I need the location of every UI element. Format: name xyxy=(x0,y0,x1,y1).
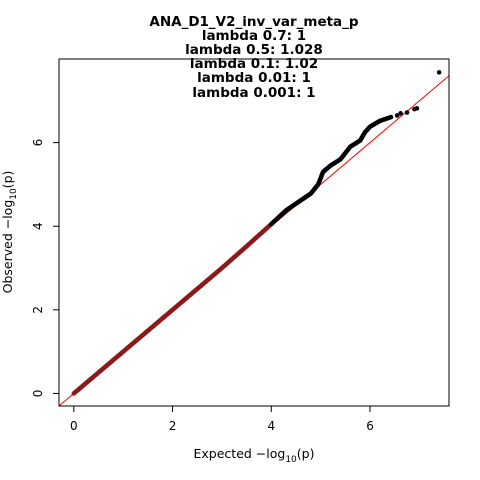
y-tick-label-6: 6 xyxy=(31,139,45,147)
lambda-line-5: lambda 0.001: 1 xyxy=(192,85,315,101)
y-axis-label-tail: (p) xyxy=(0,171,15,189)
tail-point-2 xyxy=(404,110,410,115)
x-tick-label-6: 6 xyxy=(366,419,374,433)
tail-point-1 xyxy=(398,111,403,116)
axes-layer: 0 2 4 6 0 2 4 6 xyxy=(31,58,450,433)
x-axis-label-text: Expected −log xyxy=(194,446,286,461)
points-layer xyxy=(71,70,442,396)
lambda-line-1: lambda 0.7: 1 xyxy=(202,28,306,44)
tail-point-5 xyxy=(436,70,442,75)
tail-point-0 xyxy=(394,113,400,118)
x-tick-label-4: 4 xyxy=(267,419,275,433)
y-tick-label-0: 0 xyxy=(31,390,45,398)
chart-title: ANA_D1_V2_inv_var_meta_p xyxy=(149,14,359,30)
x-axis-label-tail: (p) xyxy=(297,446,315,461)
y-axis-label: Observed −log10(p) xyxy=(0,171,19,294)
x-axis-label-sub: 10 xyxy=(285,455,297,465)
plot-frame xyxy=(58,58,450,407)
x-axis-label: Expected −log10(p) xyxy=(194,446,315,465)
x-tick-label-2: 2 xyxy=(169,419,177,433)
y-axis-label-text: Observed −log xyxy=(0,200,15,294)
title-block: ANA_D1_V2_inv_var_meta_p lambda 0.7: 1 l… xyxy=(149,14,359,101)
lambda-line-2: lambda 0.5: 1.028 xyxy=(185,42,323,58)
x-tick-label-0: 0 xyxy=(70,419,78,433)
data-point-355 xyxy=(388,114,394,120)
y-tick-label-4: 4 xyxy=(31,222,45,230)
y-axis-label-sub: 10 xyxy=(9,188,19,200)
lambda-line-3: lambda 0.1: 1.02 xyxy=(190,56,318,72)
tail-point-4 xyxy=(414,106,420,111)
lambda-line-4: lambda 0.01: 1 xyxy=(197,70,311,86)
y-tick-label-2: 2 xyxy=(31,306,45,314)
